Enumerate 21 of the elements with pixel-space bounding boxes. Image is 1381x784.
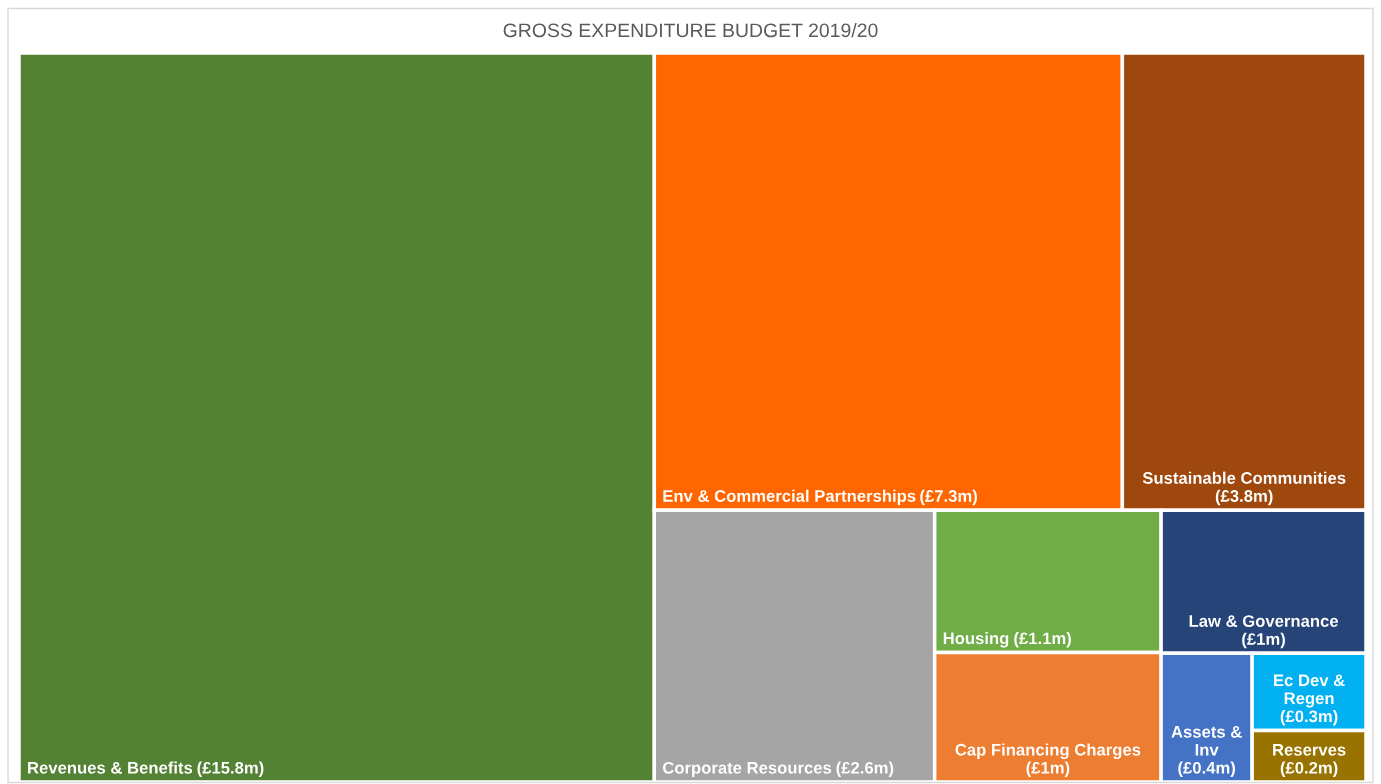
category-label: Env & Commercial Partnerships — [663, 489, 916, 506]
data-label: (£1m) — [1242, 632, 1285, 649]
category-label: Corporate Resources — [662, 761, 832, 777]
category-label: Cap Financing Charges — [955, 743, 1141, 759]
data-label: (£2.6m) — [836, 761, 894, 777]
data-label: (£1.1m) — [1014, 632, 1071, 648]
data-label: (£7.3m) — [920, 489, 977, 506]
data-label: (£0.4m) — [1178, 761, 1235, 777]
data-label: (£0.2m) — [1280, 761, 1338, 777]
category-label: Assets & Inv — [1171, 726, 1242, 756]
category-label: Law & Governance — [1189, 615, 1339, 627]
category-label: Revenues & Benefits — [28, 761, 193, 774]
category-label: Housing — [943, 631, 1009, 648]
data-label: (£0.3m) — [1280, 709, 1338, 726]
category-label: Sustainable Communities — [1142, 471, 1346, 484]
data-label: (£1m) — [1026, 761, 1070, 777]
category-label: Ec Dev & Regen — [1274, 674, 1345, 708]
text: GROSS EXPENDITURE BUDGET 2019/20 — [503, 22, 878, 38]
data-label: (£15.8m) — [197, 761, 264, 777]
data-label: (£3.8m) — [1215, 489, 1273, 506]
category-label: Reserves — [1273, 744, 1346, 756]
